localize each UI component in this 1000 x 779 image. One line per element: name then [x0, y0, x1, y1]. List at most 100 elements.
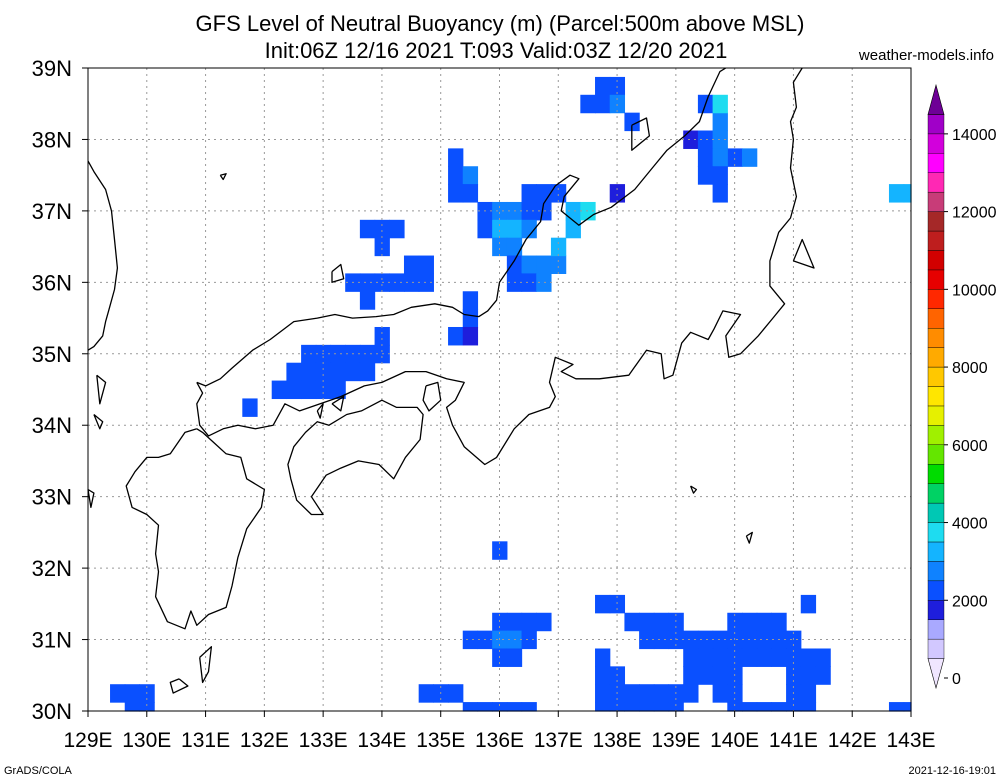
heatmap-cell: [771, 648, 787, 667]
heatmap-cell: [653, 612, 670, 632]
heatmap-cell: [521, 630, 537, 650]
heatmap-cell: [403, 255, 420, 274]
heatmap-cell: [330, 362, 346, 382]
heatmap-cell: [550, 237, 567, 257]
heatmap-cell: [800, 666, 817, 685]
colorbar-swatch: [927, 425, 945, 445]
heatmap-cell: [800, 684, 817, 703]
heatmap-cell: [462, 166, 479, 185]
heatmap-cells: [110, 76, 912, 712]
heatmap-cell: [712, 666, 728, 685]
colorbar-swatch: [927, 328, 945, 348]
colorbar-swatch: [927, 522, 945, 543]
y-axis-ticks: 30N 31N 32N 33N 34N 35N 36N 37N 38N 39N: [32, 56, 88, 724]
heatmap-cell: [462, 630, 479, 650]
heatmap-cell: [800, 594, 817, 614]
heatmap-cell: [609, 702, 626, 712]
heatmap-cell: [771, 612, 787, 632]
colorbar-swatch: [927, 308, 945, 329]
heatmap-cell: [550, 184, 567, 203]
colorbar-label: 10000: [952, 282, 997, 299]
x-tick-label: 137E: [534, 729, 583, 752]
heatmap-cell: [550, 255, 567, 274]
heatmap-cell: [448, 148, 464, 167]
heatmap-cell: [389, 219, 405, 239]
heatmap-cell: [595, 76, 611, 96]
heatmap-cell: [536, 612, 552, 632]
y-tick-label: 31N: [32, 628, 72, 653]
heatmap-cell: [741, 148, 758, 167]
x-axis-ticks: 129E 130E 131E 132E 133E 134E 135E 136E 137E 138E…: [63, 711, 936, 752]
colorbar-swatch: [927, 405, 945, 426]
coastline: [331, 395, 345, 412]
heatmap-cell: [653, 630, 670, 650]
heatmap-cell: [756, 612, 772, 632]
coastline: [87, 160, 119, 351]
colorbar-swatch: [927, 172, 945, 193]
coastline: [87, 488, 95, 509]
y-tick-label: 32N: [32, 556, 72, 581]
heatmap-cell: [697, 166, 714, 185]
heatmap-cell: [448, 684, 464, 703]
y-tick-label: 38N: [32, 127, 72, 152]
heatmap-cell: [683, 666, 699, 685]
colorbar-swatch: [927, 502, 945, 523]
heatmap-cell: [712, 94, 728, 114]
colorbar-label: 6000: [952, 438, 988, 455]
heatmap-cell: [595, 666, 611, 685]
coastline: [199, 646, 213, 684]
heatmap-cell: [741, 612, 758, 632]
heatmap-cell: [536, 255, 552, 274]
heatmap-cell: [418, 255, 434, 274]
heatmap-cell: [595, 648, 611, 667]
x-tick-label: 140E: [710, 729, 759, 752]
heatmap-cell: [697, 130, 714, 149]
colorbar-swatch: [927, 211, 945, 232]
coastline: [422, 381, 442, 412]
heatmap-cell: [359, 291, 376, 310]
grid-lines: [88, 68, 911, 711]
colorbar-label: 4000: [952, 516, 988, 533]
heatmap-cell: [359, 362, 376, 382]
coastline: [316, 403, 324, 419]
heatmap-cell: [786, 702, 802, 712]
colorbar-swatch: [927, 386, 945, 407]
heatmap-cell: [448, 184, 464, 203]
coastline: [196, 67, 727, 387]
heatmap-cell: [683, 630, 699, 650]
colorbar-swatch: [927, 250, 945, 271]
heatmap-cell: [506, 237, 523, 257]
heatmap-cell: [124, 684, 141, 703]
colorbar: 0 2000 4000 6000 8000 10000 12000 14000: [927, 83, 997, 690]
coastline: [219, 173, 227, 181]
heatmap-cell: [595, 594, 611, 614]
x-tick-label: 134E: [357, 729, 406, 752]
heatmap-cell: [301, 362, 317, 382]
x-tick-label: 129E: [63, 729, 112, 752]
heatmap-cell: [139, 702, 155, 712]
colorbar-label: 14000: [952, 127, 997, 144]
heatmap-cell: [330, 380, 346, 400]
heatmap-cell: [756, 648, 772, 667]
colorbar-swatch: [927, 366, 945, 387]
heatmap-cell: [521, 273, 537, 292]
heatmap-cell: [492, 219, 508, 239]
heatmap-cell: [345, 362, 361, 382]
heatmap-cell: [653, 684, 670, 703]
colorbar-swatch: [927, 230, 945, 251]
coastline: [631, 117, 651, 151]
heatmap-cell: [903, 184, 912, 203]
coastline: [169, 678, 189, 694]
heatmap-cell: [359, 273, 376, 292]
heatmap-cell: [712, 648, 728, 667]
x-tick-label: 138E: [593, 729, 642, 752]
heatmap-cell: [903, 702, 912, 712]
colorbar-label: 12000: [952, 205, 997, 222]
heatmap-cell: [712, 148, 728, 167]
colorbar-swatch: [927, 483, 945, 504]
y-tick-label: 34N: [32, 413, 72, 438]
heatmap-cell: [624, 612, 640, 632]
plot-area: [87, 67, 912, 712]
heatmap-cell: [712, 166, 728, 185]
heatmap-cell: [506, 702, 523, 712]
